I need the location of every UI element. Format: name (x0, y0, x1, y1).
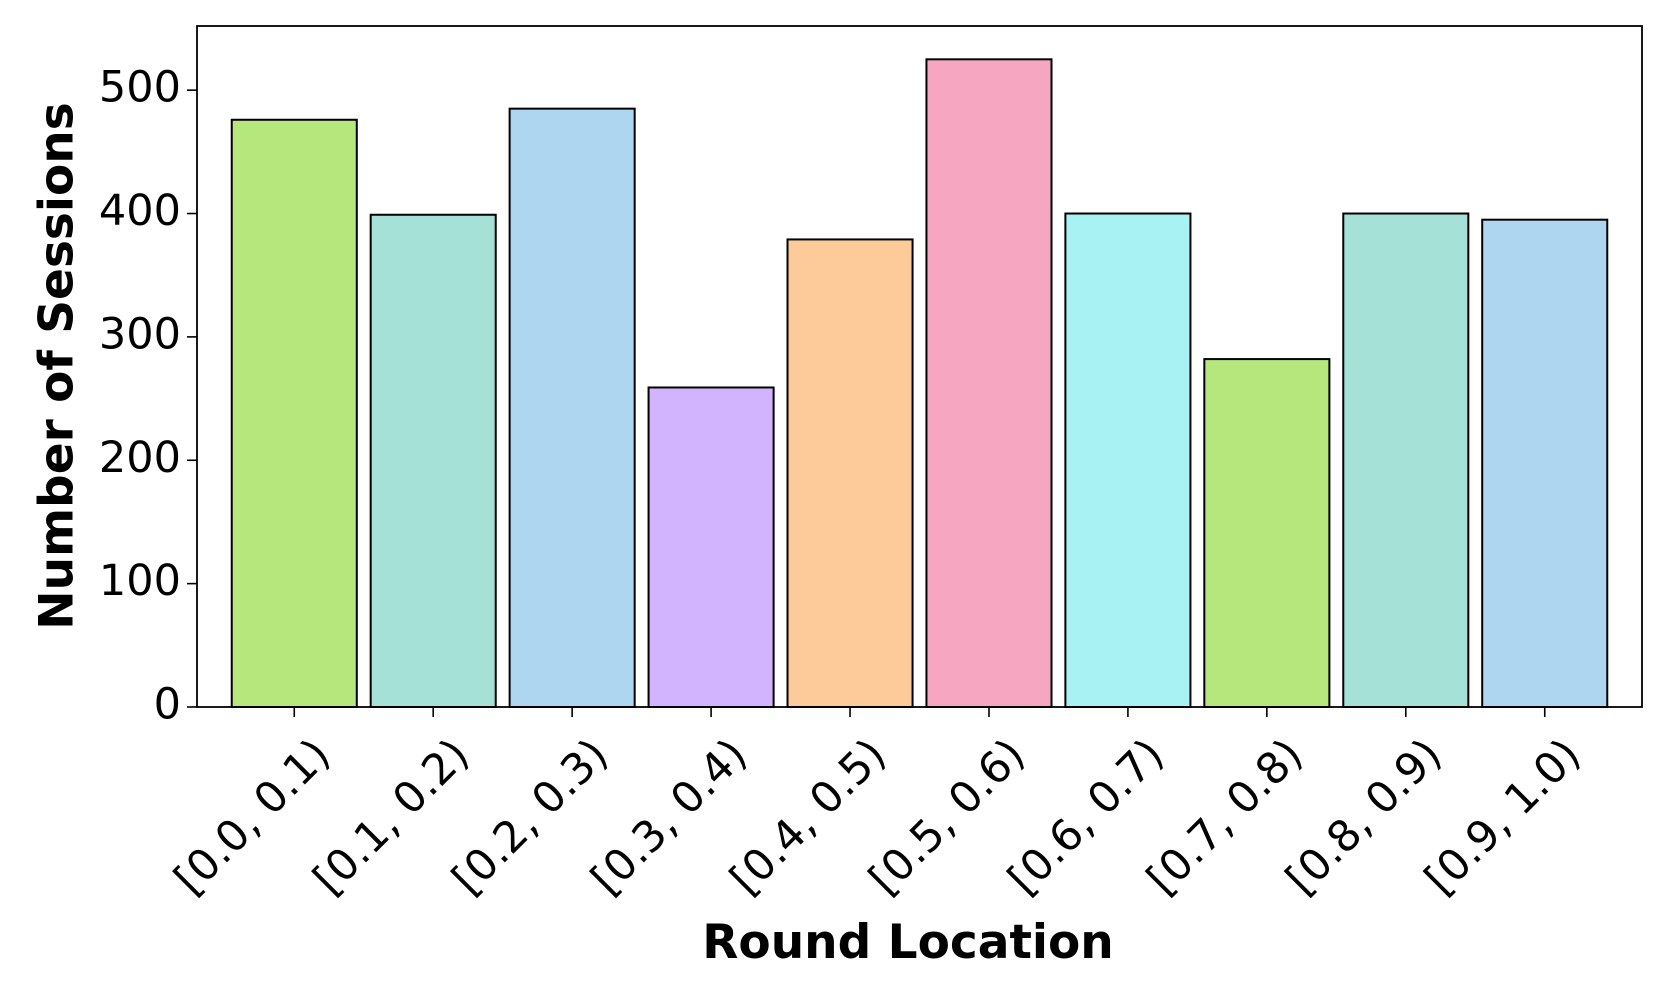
y-tick-label: 0 (154, 680, 181, 730)
bar (230, 118, 358, 709)
bar (786, 238, 914, 708)
bar (1064, 212, 1192, 709)
y-tick-label: 100 (99, 556, 181, 606)
bar (647, 386, 775, 708)
y-tick-label: 200 (99, 433, 181, 483)
plot-frame (196, 25, 1643, 708)
y-tick-label: 400 (99, 186, 181, 236)
bar (1203, 358, 1331, 708)
bar (369, 213, 497, 708)
y-tick-label: 300 (99, 309, 181, 359)
x-axis-title: Round Location (702, 915, 1114, 970)
bar (925, 58, 1053, 709)
bar (1481, 218, 1609, 708)
bar (508, 107, 636, 709)
y-axis-title: Number of Sessions (30, 102, 85, 629)
bar (1342, 212, 1470, 709)
y-tick-label: 500 (99, 63, 181, 113)
